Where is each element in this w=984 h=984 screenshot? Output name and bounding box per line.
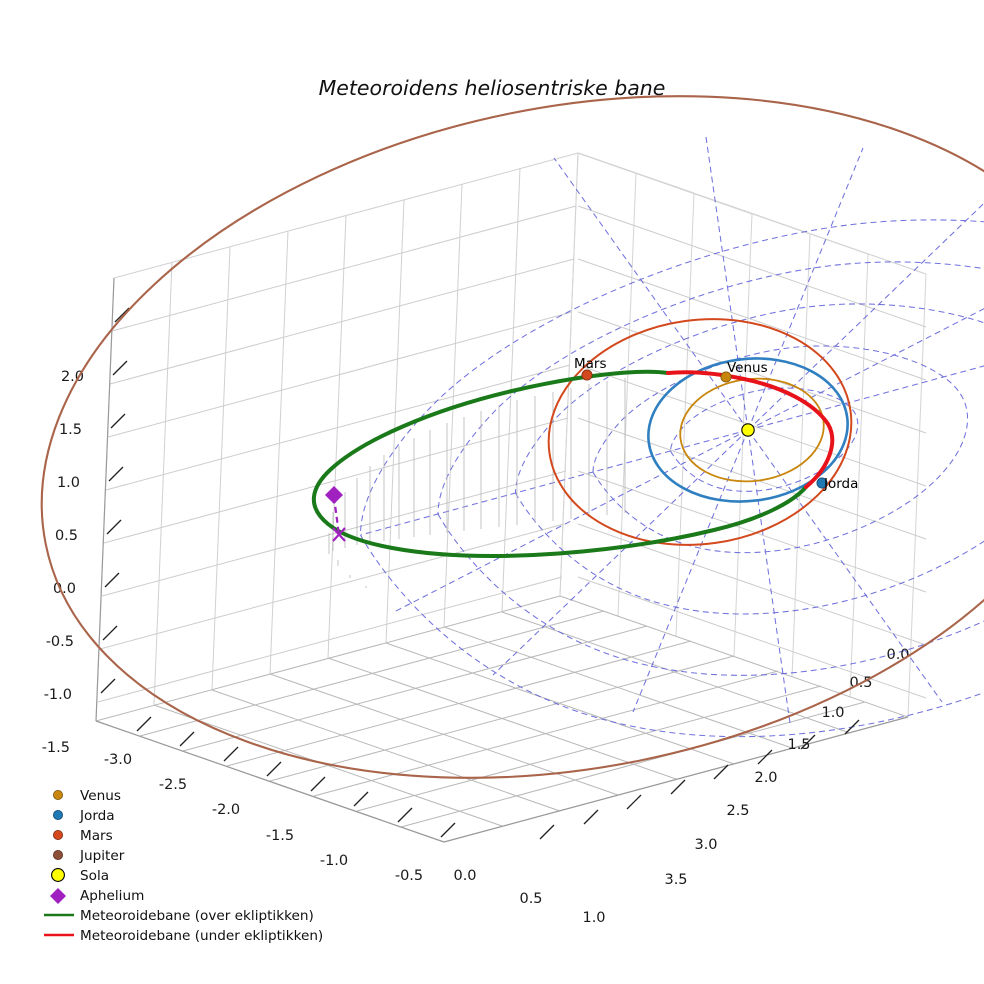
meteoroid-orbit-above-ecliptic — [311, 369, 808, 559]
polar-grid — [359, 136, 984, 738]
x-tick-label-0: -3.0 — [104, 752, 132, 768]
legend-marker-jorda — [53, 810, 64, 821]
mars-label: Mars — [574, 356, 607, 372]
legend: Venus Jorda Mars Jupiter Sola Aphelium M… — [44, 788, 323, 944]
legend-marker-jupiter — [53, 850, 64, 861]
legend-label-sola[interactable]: Sola — [80, 868, 109, 884]
x-axis: -3.0 -2.5 -2.0 -1.5 -1.0 -0.5 0.0 0.5 1.… — [104, 716, 606, 926]
orbit-jupiter — [40, 95, 984, 779]
planet-markers: Mars Venus Jorda — [574, 356, 858, 492]
x-tick-label-5: -0.5 — [395, 868, 423, 884]
y-tick-label-5: 2.5 — [726, 803, 749, 819]
venus-marker — [720, 371, 732, 383]
y-tick-label-7: 3.5 — [664, 872, 687, 888]
y-tick-label-3: 1.5 — [787, 737, 810, 753]
legend-label-venus[interactable]: Venus — [80, 788, 121, 804]
x-tick-label-6: 0.0 — [453, 868, 476, 884]
legend-marker-venus — [53, 790, 64, 801]
jorda-marker — [816, 477, 828, 489]
legend-label-jorda[interactable]: Jorda — [79, 808, 115, 824]
x-tick-label-2: -2.0 — [212, 802, 240, 818]
x-axis-spine — [95, 720, 445, 843]
pane-yz-wall — [559, 152, 927, 718]
y-tick-label-2: 1.0 — [821, 705, 844, 721]
legend-marker-aphelium — [50, 888, 66, 904]
y-axis-spine — [443, 716, 909, 843]
z-tick-label-6: -1.0 — [44, 687, 72, 703]
z-tick-label-7: -1.5 — [42, 740, 70, 756]
z-axis: 2.0 1.5 1.0 0.5 0.0 -0.5 -1.0 -1.5 — [42, 307, 130, 756]
orbit-mars — [547, 318, 853, 546]
legend-marker-sola — [51, 868, 65, 882]
legend-marker-mars — [53, 830, 64, 841]
x-tick-label-7: 0.5 — [519, 891, 542, 907]
legend-label-aphelium[interactable]: Aphelium — [80, 888, 144, 904]
legend-label-jupiter[interactable]: Jupiter — [79, 848, 125, 864]
x-tick-label-8: 1.0 — [582, 910, 605, 926]
z-tick-label-1: 1.5 — [59, 422, 82, 438]
venus-label: Venus — [727, 360, 768, 376]
x-tick-label-4: -1.0 — [320, 853, 348, 869]
jorda-label: Jorda — [823, 476, 858, 492]
z-tick-label-3: 0.5 — [55, 528, 78, 544]
orbit-jorda — [647, 357, 849, 503]
x-tick-label-1: -2.5 — [159, 777, 187, 793]
mars-marker — [581, 369, 593, 381]
legend-label-meteoroid-above[interactable]: Meteoroidebane (over ekliptikken) — [80, 908, 314, 924]
z-tick-label-0: 2.0 — [61, 369, 84, 385]
page-title: Meteoroidens heliosentriske bane — [319, 76, 666, 100]
jupiter-orbit-path — [40, 95, 984, 779]
z-tick-label-4: 0.0 — [53, 581, 76, 597]
meteoroid-orbit-below-ecliptic — [666, 370, 835, 489]
aphelium-marker — [325, 486, 343, 504]
y-tick-label-6: 3.0 — [694, 837, 717, 853]
z-tick-label-5: -0.5 — [46, 634, 74, 650]
aphelium-projection-x-marker — [332, 527, 346, 542]
z-tick-label-2: 1.0 — [57, 475, 80, 491]
aphelium-dropline — [332, 496, 341, 536]
pane-xz-wall — [95, 152, 579, 722]
x-tick-label-3: -1.5 — [266, 828, 294, 844]
y-tick-label-0: 0.0 — [886, 647, 909, 663]
sun-marker — [741, 423, 755, 437]
aphelium-group — [325, 486, 346, 542]
legend-label-meteoroid-below[interactable]: Meteoroidebane (under ekliptikken) — [80, 928, 323, 944]
y-tick-label-4: 2.0 — [754, 770, 777, 786]
legend-label-mars[interactable]: Mars — [80, 828, 113, 844]
